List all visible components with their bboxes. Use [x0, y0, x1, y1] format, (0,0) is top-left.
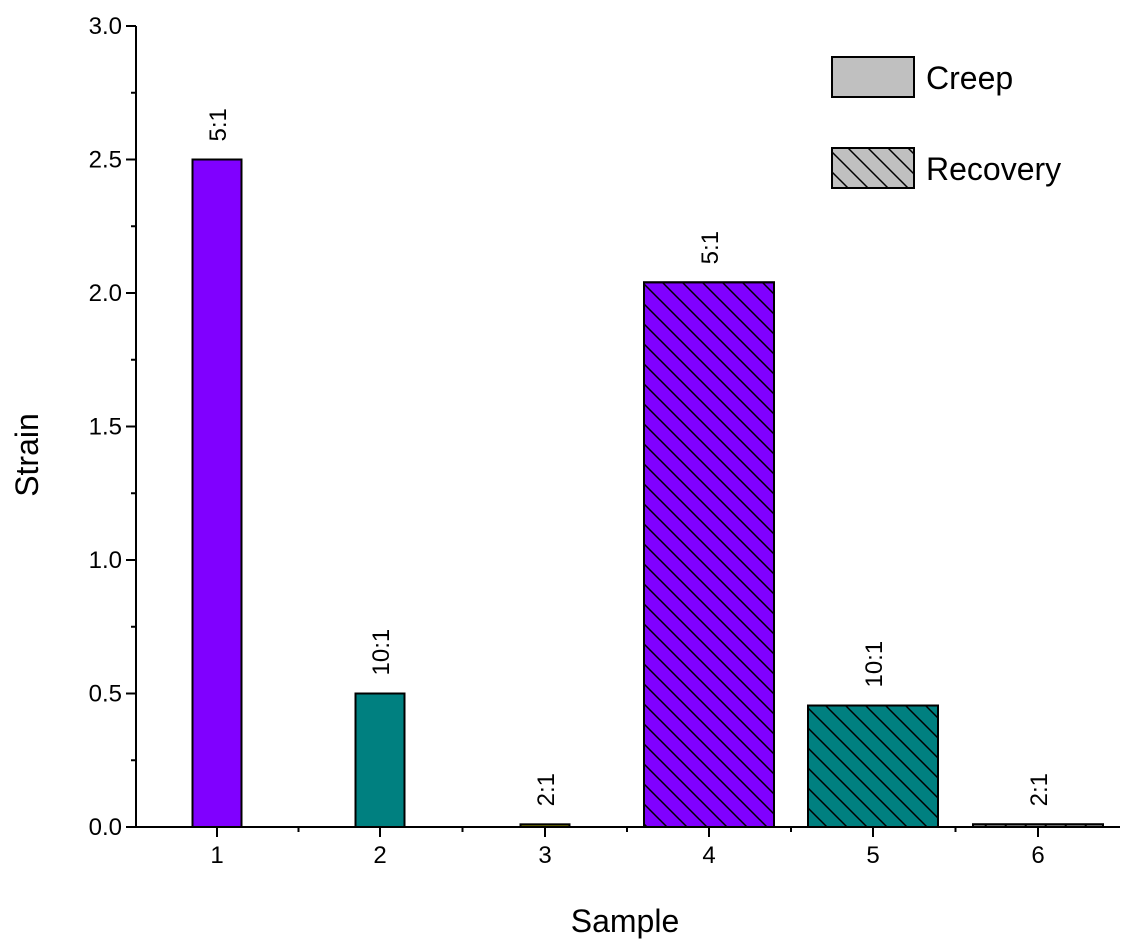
- x-tick-label: 6: [1031, 842, 1044, 869]
- y-tick-label: 3.0: [89, 13, 122, 40]
- y-tick-label: 1.0: [89, 547, 122, 574]
- bar-label-1: 5:1: [205, 108, 232, 141]
- legend-swatch-creep: [831, 56, 915, 98]
- bar-1: [191, 158, 243, 828]
- legend-label-recovery: Recovery: [926, 151, 1061, 187]
- x-tick-label: 4: [702, 842, 715, 869]
- bar-label-2: 10:1: [368, 629, 395, 676]
- bar-label-5: 10:1: [861, 641, 888, 688]
- x-axis-title: Sample: [571, 903, 680, 939]
- bar-hatch-4: [643, 281, 775, 828]
- y-tick-label: 2.5: [89, 147, 122, 174]
- x-tick-label: 3: [538, 842, 551, 869]
- bar-label-3: 2:1: [533, 773, 560, 806]
- x-tick-label: 2: [373, 842, 386, 869]
- bar-label-4: 5:1: [697, 231, 724, 264]
- labels-layer: 5:1 10:1 2:1 5:1 10:1 2:1 0.0 0.5 1.0 1.5 2.0 2.5 3.…: [89, 13, 1053, 869]
- legend: Creep Recovery: [831, 56, 1061, 189]
- x-tick-label: 5: [866, 842, 879, 869]
- bar-hatch-5: [807, 704, 939, 829]
- bar-label-6: 2:1: [1026, 773, 1053, 806]
- y-tick-label: 2.0: [89, 280, 122, 307]
- y-tick-label: 0.5: [89, 681, 122, 708]
- bar-2: [354, 692, 406, 828]
- legend-swatch-hatch: [831, 147, 915, 189]
- y-tick-label: 0.0: [89, 814, 122, 841]
- y-tick-label: 1.5: [89, 414, 122, 441]
- legend-label-creep: Creep: [926, 60, 1013, 96]
- y-axis-title: Strain: [9, 413, 45, 497]
- x-tick-label: 1: [210, 842, 223, 869]
- bars-layer: [191, 158, 1104, 829]
- axes-layer: [126, 25, 1120, 837]
